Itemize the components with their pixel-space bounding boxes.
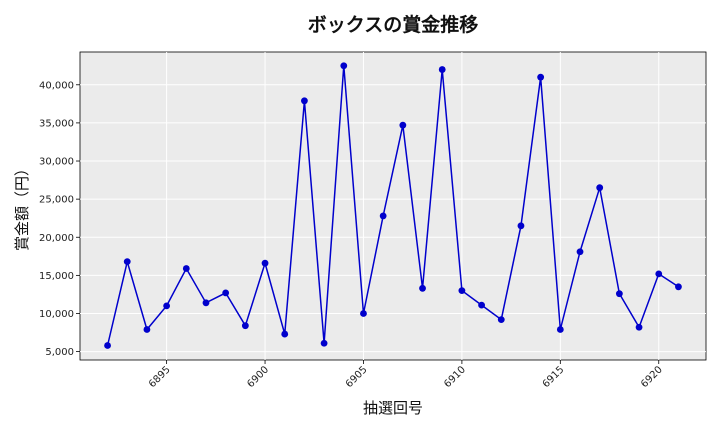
y-axis-ticks: 5,000 10,000 15,000 20,000 25,000 30,000 35,00… <box>39 80 80 358</box>
data-point <box>104 342 111 349</box>
x-tick-label: 6915 <box>541 364 567 390</box>
series-line <box>106 65 679 346</box>
data-point <box>320 339 328 347</box>
y-tick-label: 40,000 <box>39 80 74 91</box>
data-point <box>419 284 426 292</box>
x-tick-label: 6905 <box>344 364 370 390</box>
data-point <box>143 326 151 333</box>
y-tick-label: 10,000 <box>39 309 74 320</box>
x-tick-label: 6920 <box>639 364 665 390</box>
x-tick-label: 6895 <box>147 364 173 390</box>
data-point <box>675 283 682 291</box>
y-tick-label: 5,000 <box>45 347 74 358</box>
data-point <box>182 265 190 272</box>
x-tick-label: 6910 <box>442 364 468 390</box>
data-point <box>281 330 289 338</box>
data-point <box>615 290 623 298</box>
data-point <box>360 310 367 317</box>
y-axis-label: 賞金額（円） <box>13 161 31 251</box>
data-point <box>301 97 308 105</box>
data-point <box>399 121 407 129</box>
data-point <box>241 322 249 330</box>
y-tick-label: 35,000 <box>39 118 74 129</box>
data-point <box>655 270 663 278</box>
data-point <box>202 299 210 307</box>
data-point <box>123 258 131 266</box>
data-point <box>635 323 643 331</box>
plot-area <box>79 51 707 361</box>
data-point <box>576 248 584 256</box>
y-tick-label: 25,000 <box>39 195 74 206</box>
x-axis-label: 抽選回号 <box>363 399 423 417</box>
data-point <box>379 212 387 220</box>
data-point <box>497 316 505 323</box>
data-point <box>163 302 171 310</box>
data-point <box>517 222 525 230</box>
data-point <box>537 73 545 81</box>
data-point <box>222 289 230 297</box>
y-tick-label: 30,000 <box>39 157 74 168</box>
data-point <box>556 326 564 333</box>
series-group <box>104 62 682 349</box>
data-point <box>340 62 348 70</box>
chart-title: ボックスの賞金推移 <box>308 13 478 36</box>
data-point <box>438 66 446 73</box>
y-tick-label: 20,000 <box>39 233 74 244</box>
data-point <box>458 287 466 295</box>
x-axis-ticks: 6895 6900 6905 6910 6915 6920 <box>147 360 665 390</box>
x-tick-label: 6900 <box>245 364 271 390</box>
data-point <box>261 259 269 267</box>
data-point <box>478 301 485 309</box>
y-tick-label: 15,000 <box>39 271 74 282</box>
data-point <box>596 184 604 192</box>
